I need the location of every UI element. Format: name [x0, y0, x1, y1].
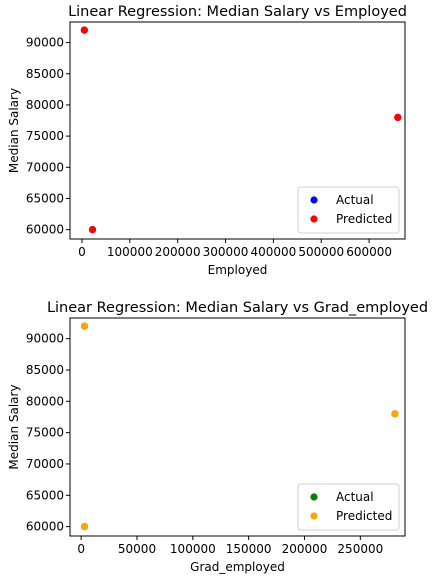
y-tick-label: 80000: [26, 394, 64, 408]
x-tick-label: 600000: [346, 245, 392, 259]
legend-label: Predicted: [336, 212, 392, 226]
x-tick-label: 0: [77, 542, 85, 556]
y-tick-label: 65000: [26, 191, 64, 205]
x-tick-label: 200000: [155, 245, 201, 259]
legend-marker: [310, 215, 318, 223]
y-tick-label: 90000: [26, 332, 64, 346]
y-tick-label: 65000: [26, 488, 64, 502]
y-tick-label: 80000: [26, 98, 64, 112]
chart-title: Linear Regression: Median Salary vs Empl…: [68, 4, 407, 20]
x-tick-label: 500000: [298, 245, 344, 259]
x-axis-label: Grad_employed: [190, 560, 285, 574]
y-tick-label: 90000: [26, 36, 64, 50]
y-tick-label: 75000: [26, 426, 64, 440]
predicted-point: [88, 226, 97, 234]
x-tick-label: 150000: [226, 542, 272, 556]
predicted-point: [80, 523, 89, 531]
legend-marker: [310, 196, 318, 204]
predicted-point: [80, 322, 89, 330]
x-tick-label: 100000: [170, 542, 216, 556]
legend-label: Predicted: [336, 509, 392, 523]
y-tick-label: 75000: [26, 129, 64, 143]
y-tick-label: 60000: [26, 520, 64, 534]
y-tick-label: 70000: [26, 160, 64, 174]
legend-box: [297, 186, 400, 234]
legend-marker: [310, 512, 318, 520]
legend-box: [297, 483, 400, 531]
x-tick-label: 0: [78, 245, 86, 259]
y-axis-label: Median Salary: [7, 384, 21, 469]
x-tick-label: 50000: [118, 542, 156, 556]
x-tick-label: 400000: [250, 245, 296, 259]
predicted-point: [394, 113, 402, 122]
legend-label: Actual: [336, 490, 374, 504]
chart-grad-employed: Linear Regression: Median Salary vs Grad…: [7, 300, 428, 574]
chart-employed: Linear Regression: Median Salary vs Empl…: [7, 4, 407, 277]
y-tick-label: 85000: [26, 67, 64, 81]
plot-frame: [69, 317, 406, 537]
y-tick-label: 70000: [26, 457, 64, 471]
x-tick-label: 300000: [203, 245, 249, 259]
x-axis-label: Employed: [208, 263, 268, 277]
y-axis-label: Median Salary: [7, 88, 21, 173]
chart-title: Linear Regression: Median Salary vs Grad…: [47, 300, 428, 316]
x-tick-label: 200000: [282, 542, 328, 556]
x-tick-label: 250000: [337, 542, 383, 556]
predicted-point: [391, 410, 399, 418]
x-tick-label: 100000: [107, 245, 153, 259]
y-tick-label: 60000: [26, 223, 64, 237]
predicted-point: [80, 26, 88, 34]
plot-frame: [69, 21, 406, 240]
legend-marker: [310, 493, 318, 501]
y-tick-label: 85000: [26, 363, 64, 377]
legend-label: Actual: [336, 193, 374, 207]
